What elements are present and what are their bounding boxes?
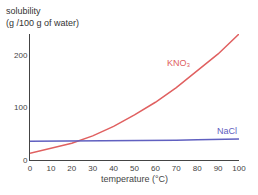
svg-text:20: 20 (67, 164, 76, 173)
svg-text:80: 80 (193, 164, 202, 173)
svg-text:100: 100 (14, 103, 28, 112)
svg-text:40: 40 (109, 164, 118, 173)
svg-text:50: 50 (130, 164, 139, 173)
svg-text:temperature (°C): temperature (°C) (101, 174, 168, 184)
svg-text:60: 60 (151, 164, 160, 173)
svg-text:KNO₃: KNO₃ (167, 58, 191, 68)
svg-text:NaCl: NaCl (217, 126, 237, 136)
svg-text:0: 0 (23, 156, 28, 165)
svg-text:solubility(g /100 g of water): solubility(g /100 g of water) (6, 6, 79, 28)
svg-text:70: 70 (172, 164, 181, 173)
svg-text:0: 0 (28, 164, 33, 173)
svg-text:100: 100 (232, 164, 246, 173)
svg-text:200: 200 (14, 51, 28, 60)
svg-text:30: 30 (88, 164, 97, 173)
svg-text:90: 90 (214, 164, 223, 173)
svg-text:10: 10 (46, 164, 55, 173)
